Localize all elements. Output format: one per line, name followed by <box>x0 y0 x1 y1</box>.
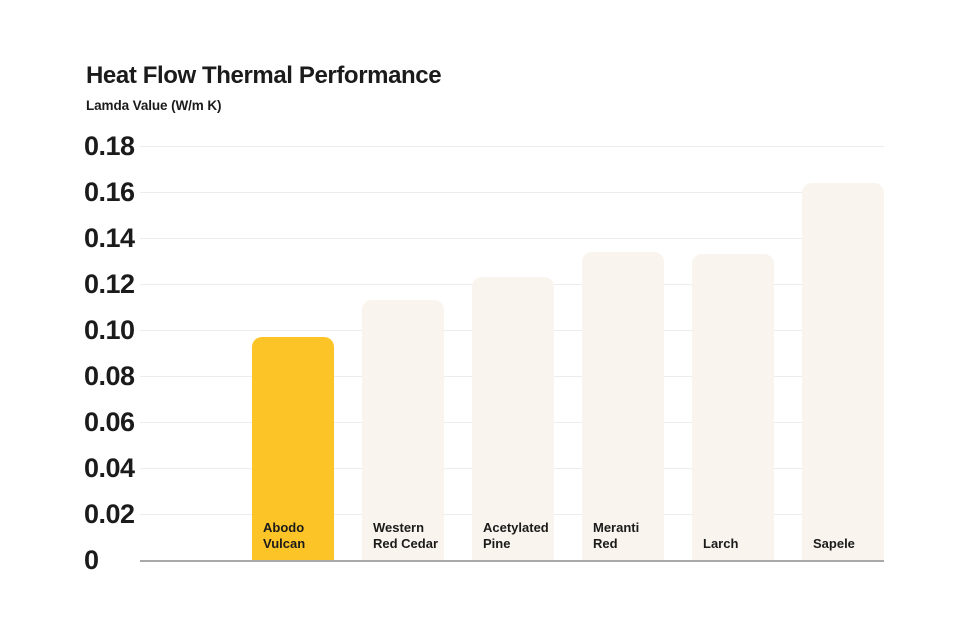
gridline <box>140 192 884 193</box>
chart-title: Heat Flow Thermal Performance <box>86 62 442 89</box>
y-axis-tick-label: 0.06 <box>84 407 135 437</box>
x-axis-line <box>140 560 884 562</box>
bar-acetylated-pine: Acetylated Pine <box>472 277 554 560</box>
bar-western-red-cedar: Western Red Cedar <box>362 300 444 560</box>
y-axis-tick-label: 0.16 <box>84 177 135 207</box>
bar-category-label: Acetylated Pine <box>483 519 549 551</box>
y-axis-tick-label: 0.14 <box>84 223 135 253</box>
bar-category-label: Sapele <box>813 535 855 551</box>
y-axis-tick-label: 0.18 <box>84 131 135 161</box>
bar-category-label: Abodo Vulcan <box>263 519 306 551</box>
bar-abodo-vulcan: Abodo Vulcan <box>252 336 334 560</box>
bar-sapele: Sapele <box>802 182 884 560</box>
y-axis-unit-label: Lamda Value (W/m K) <box>86 98 222 113</box>
bar-category-label: Western Red Cedar <box>373 519 439 551</box>
y-axis-tick-label: 0.04 <box>84 453 135 483</box>
bar-category-label: Larch <box>703 535 739 551</box>
y-axis-tick-label: 0.02 <box>84 499 135 529</box>
bar-category-label: Meranti Red <box>593 519 640 551</box>
y-axis-tick-label: 0.10 <box>84 315 135 345</box>
y-axis-tick-label: 0.12 <box>84 269 135 299</box>
bar-larch: Larch <box>692 254 774 560</box>
y-axis-tick-label: 0.08 <box>84 361 135 391</box>
gridline <box>140 146 884 147</box>
gridline <box>140 238 884 239</box>
bar-meranti-red: Meranti Red <box>582 251 664 560</box>
y-axis-tick-label: 0 <box>84 545 99 575</box>
plot-area: Abodo Vulcan Western Red Cedar Acetylated Pin… <box>140 146 884 562</box>
